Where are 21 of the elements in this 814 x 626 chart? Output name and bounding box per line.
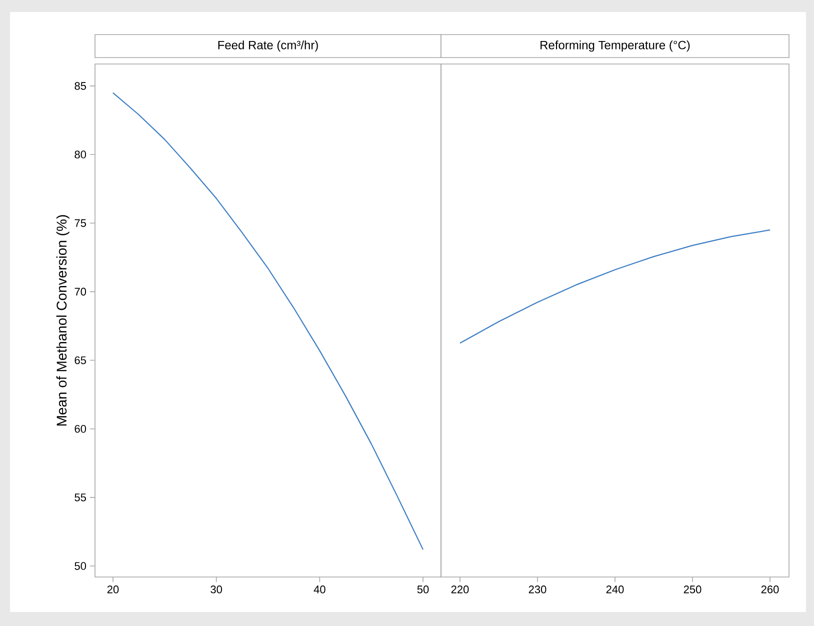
x-tick-label: 230 xyxy=(528,586,546,594)
x-tick-label: 260 xyxy=(761,586,779,594)
y-tick-label: 50 xyxy=(74,562,86,570)
y-tick-label: 75 xyxy=(74,219,86,227)
x-tick-label: 220 xyxy=(451,586,469,594)
chart-title: Reforming Temperature (°C) xyxy=(540,40,690,52)
x-tick-label: 30 xyxy=(210,586,222,594)
y-tick-label: 80 xyxy=(74,150,86,158)
x-tick-label: 40 xyxy=(314,586,326,594)
y-axis-title: Mean of Methanol Conversion (%) xyxy=(56,215,70,426)
y-tick-label: 70 xyxy=(74,288,86,296)
y-tick-label: 60 xyxy=(74,424,86,433)
y-tick-label: 85 xyxy=(74,82,86,90)
x-tick-label: 20 xyxy=(107,586,119,594)
line-series xyxy=(112,92,424,550)
x-tick-label: 240 xyxy=(606,586,624,594)
x-tick-label: 50 xyxy=(417,586,429,594)
chart-title: Feed Rate (cm³/hr) xyxy=(218,40,318,52)
x-tick-label: 250 xyxy=(684,586,702,594)
y-tick-label: 65 xyxy=(74,356,86,364)
y-tick-label: 55 xyxy=(74,494,86,502)
